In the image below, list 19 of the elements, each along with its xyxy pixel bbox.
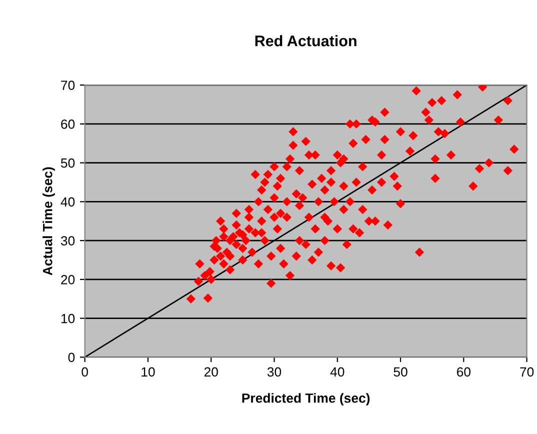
x-axis-title: Predicted Time (sec) bbox=[242, 393, 370, 406]
x-tick-label: 70 bbox=[520, 367, 534, 377]
y-tick-label: 60 bbox=[61, 120, 75, 129]
x-tick-label: 0 bbox=[82, 367, 88, 377]
y-tick-label: 0 bbox=[68, 352, 75, 362]
chart-title: Red Actuation bbox=[255, 35, 356, 46]
y-tick-label: 20 bbox=[61, 275, 75, 284]
y-tick-label: 70 bbox=[61, 80, 75, 90]
y-tick-label: 50 bbox=[60, 158, 75, 168]
y-tick-label: 10 bbox=[61, 314, 75, 324]
x-tick-label: 50 bbox=[394, 367, 408, 377]
x-tick-label: 30 bbox=[267, 367, 282, 377]
x-tick-label: 60 bbox=[456, 367, 470, 377]
x-tick-label: 10 bbox=[142, 367, 155, 377]
y-tick-label: 30 bbox=[60, 236, 75, 246]
y-axis-title: Actual Time (sec) bbox=[42, 167, 55, 276]
x-tick-label: 40 bbox=[330, 367, 344, 377]
y-tick-label: 40 bbox=[60, 197, 75, 207]
x-tick-label: 20 bbox=[204, 367, 218, 377]
